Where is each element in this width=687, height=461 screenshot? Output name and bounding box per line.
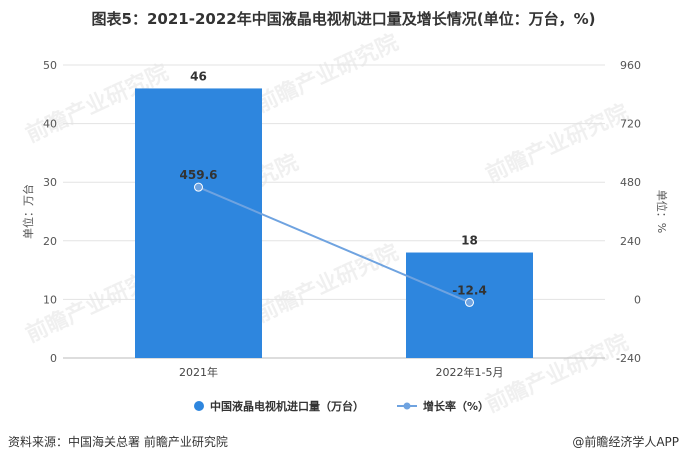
- y-tick-label: 50: [43, 59, 57, 72]
- y-tick-label: 40: [43, 118, 57, 131]
- bar-series: 46 18: [135, 69, 533, 358]
- legend-marker-point: [403, 402, 411, 410]
- y-tick-label: 30: [43, 176, 57, 189]
- line-point: [194, 182, 203, 192]
- source-note: 资料来源：中国海关总署 前瞻产业研究院: [8, 435, 228, 449]
- chart-title: 图表5：2021-2022年中国液晶电视机进口量及增长情况(单位：万台，%): [91, 10, 596, 28]
- y-tick-label: 0: [50, 352, 57, 365]
- bar-data-label: 18: [461, 234, 478, 248]
- bar: [135, 88, 262, 358]
- watermark-text: 前瞻产业研究院: [252, 239, 403, 328]
- line-data-label: -12.4: [452, 283, 487, 297]
- y2-tick-label: 480: [620, 176, 641, 189]
- watermark-text: 前瞻产业研究院: [482, 99, 633, 188]
- y2-tick-label: -240: [616, 352, 641, 365]
- y2-tick-label: 0: [634, 293, 641, 306]
- line-data-label: 459.6: [180, 168, 218, 182]
- watermark-text: 前瞻产业研究院: [252, 29, 403, 118]
- axes: 0 10 20 30 40 50 -240 0 240 480 720 960 单位：万台 单位：% 202…: [21, 59, 669, 379]
- line-point: [465, 297, 474, 307]
- x-tick-label: 2021年: [179, 365, 218, 379]
- credit-note: @前瞻经济学人APP: [572, 435, 679, 449]
- legend-marker-bar: [194, 401, 204, 411]
- y-tick-label: 20: [43, 235, 57, 248]
- y-tick-label: 10: [43, 293, 57, 306]
- y-axis-label: 单位：万台: [21, 184, 35, 239]
- legend: 中国液晶电视机进口量（万台） 增长率（%）: [194, 399, 489, 413]
- growth-line: [198, 186, 470, 304]
- y2-tick-label: 240: [620, 235, 641, 248]
- y2-tick-label: 960: [620, 59, 641, 72]
- bar-data-label: 46: [190, 69, 207, 83]
- legend-label-bar: 中国液晶电视机进口量（万台）: [210, 399, 364, 413]
- legend-label-line: 增长率（%）: [423, 399, 489, 413]
- y2-tick-label: 720: [620, 118, 641, 131]
- line-series: 459.6 -12.4: [180, 168, 487, 307]
- y2-axis-label: 单位：%: [655, 190, 669, 233]
- x-tick-label: 2022年1-5月: [436, 365, 504, 379]
